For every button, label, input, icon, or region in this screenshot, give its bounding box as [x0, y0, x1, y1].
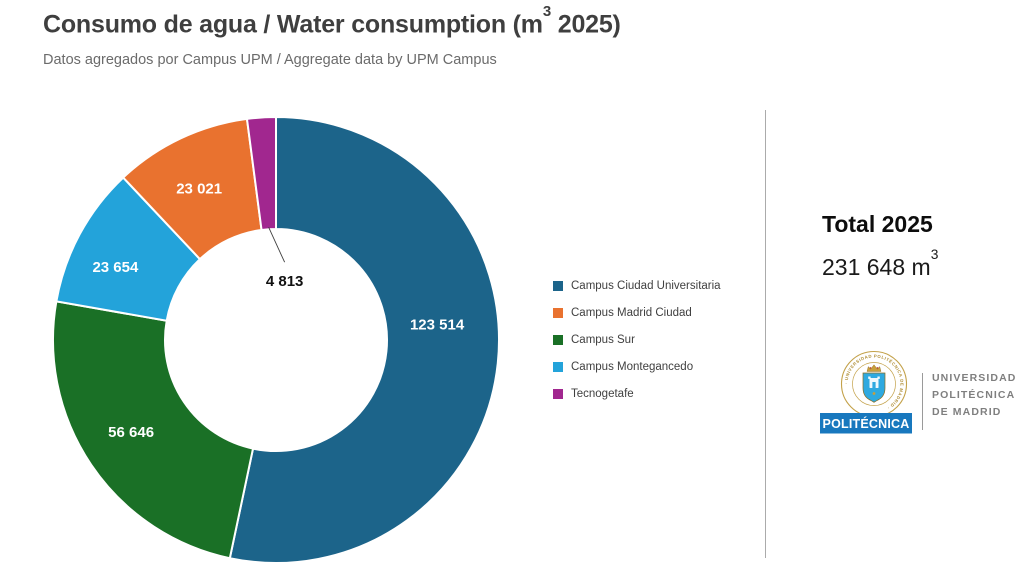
total-title: Total 2025	[822, 211, 933, 237]
total-value-superscript: 3	[930, 247, 939, 263]
chart-legend: Campus Ciudad Universitaria Campus Madrid…	[553, 272, 721, 407]
page-title-tail: 2025)	[551, 10, 621, 39]
org-name-line-3: DE MADRID	[932, 406, 1001, 418]
legend-swatch-icon	[553, 280, 563, 291]
politecnica-bar	[820, 413, 912, 434]
legend-label: Campus Montegancedo	[571, 360, 694, 373]
vertical-divider	[765, 110, 766, 558]
legend-swatch-icon	[553, 361, 563, 372]
legend-item-campus-madrid-ciudad: Campus Madrid Ciudad	[553, 299, 721, 326]
upm-seal-icon: · UNIVERSIDAD POLITÉCNICA DE MADRID ·	[840, 350, 908, 418]
total-value: 231 648 m3	[822, 247, 938, 281]
legend-label: Campus Ciudad Universitaria	[571, 279, 721, 292]
legend-item-campus-sur: Campus Sur	[553, 326, 721, 353]
slice-label-campus-sur: 56 646	[108, 424, 154, 441]
page-subtitle: Datos agregados por Campus UPM / Aggrega…	[43, 52, 497, 68]
page-title-superscript: 3	[542, 2, 551, 20]
legend-swatch-icon	[553, 307, 563, 318]
legend-swatch-icon	[553, 388, 563, 399]
org-name-line-2: POLITÉCNICA	[932, 388, 1015, 401]
total-value-text: 231 648 m	[822, 254, 931, 280]
legend-swatch-icon	[553, 334, 563, 345]
org-name-line-1: UNIVERSIDAD	[932, 372, 1016, 384]
legend-item-tecnogetafe: Tecnogetafe	[553, 380, 721, 407]
legend-label: Campus Madrid Ciudad	[571, 306, 692, 319]
pie-slice-tecnogetafe	[245, 115, 277, 232]
pie-slice-campus-ciudad-universitaria	[228, 115, 500, 564]
total-panel: Total 2025 231 648 m3	[822, 211, 938, 281]
page-title: Consumo de agua / Water consumption (m3 …	[43, 3, 621, 39]
legend-label: Tecnogetafe	[571, 387, 634, 400]
slice-label-campus-madrid-ciudad: 23 021	[176, 180, 222, 197]
pie-slice-campus-sur	[52, 300, 255, 560]
legend-item-campus-ciudad-universitaria: Campus Ciudad Universitaria	[553, 272, 721, 299]
slice-label-campus-ciudad-universitaria: 123 514	[410, 317, 465, 334]
slice-label-tecnogetafe: 4 813	[266, 273, 304, 290]
legend-label: Campus Sur	[571, 333, 635, 346]
page-title-text: Consumo de agua / Water consumption (m	[43, 10, 543, 39]
upm-logo: · UNIVERSIDAD POLITÉCNICA DE MADRID · PO…	[820, 350, 1016, 434]
seal-crown-icon	[866, 364, 882, 372]
politecnica-bar-label: POLITÉCNICA	[823, 416, 910, 431]
slice-label-campus-montegancedo: 23 654	[92, 259, 139, 276]
legend-item-campus-montegancedo: Campus Montegancedo	[553, 353, 721, 380]
label-leader-line	[268, 227, 286, 263]
